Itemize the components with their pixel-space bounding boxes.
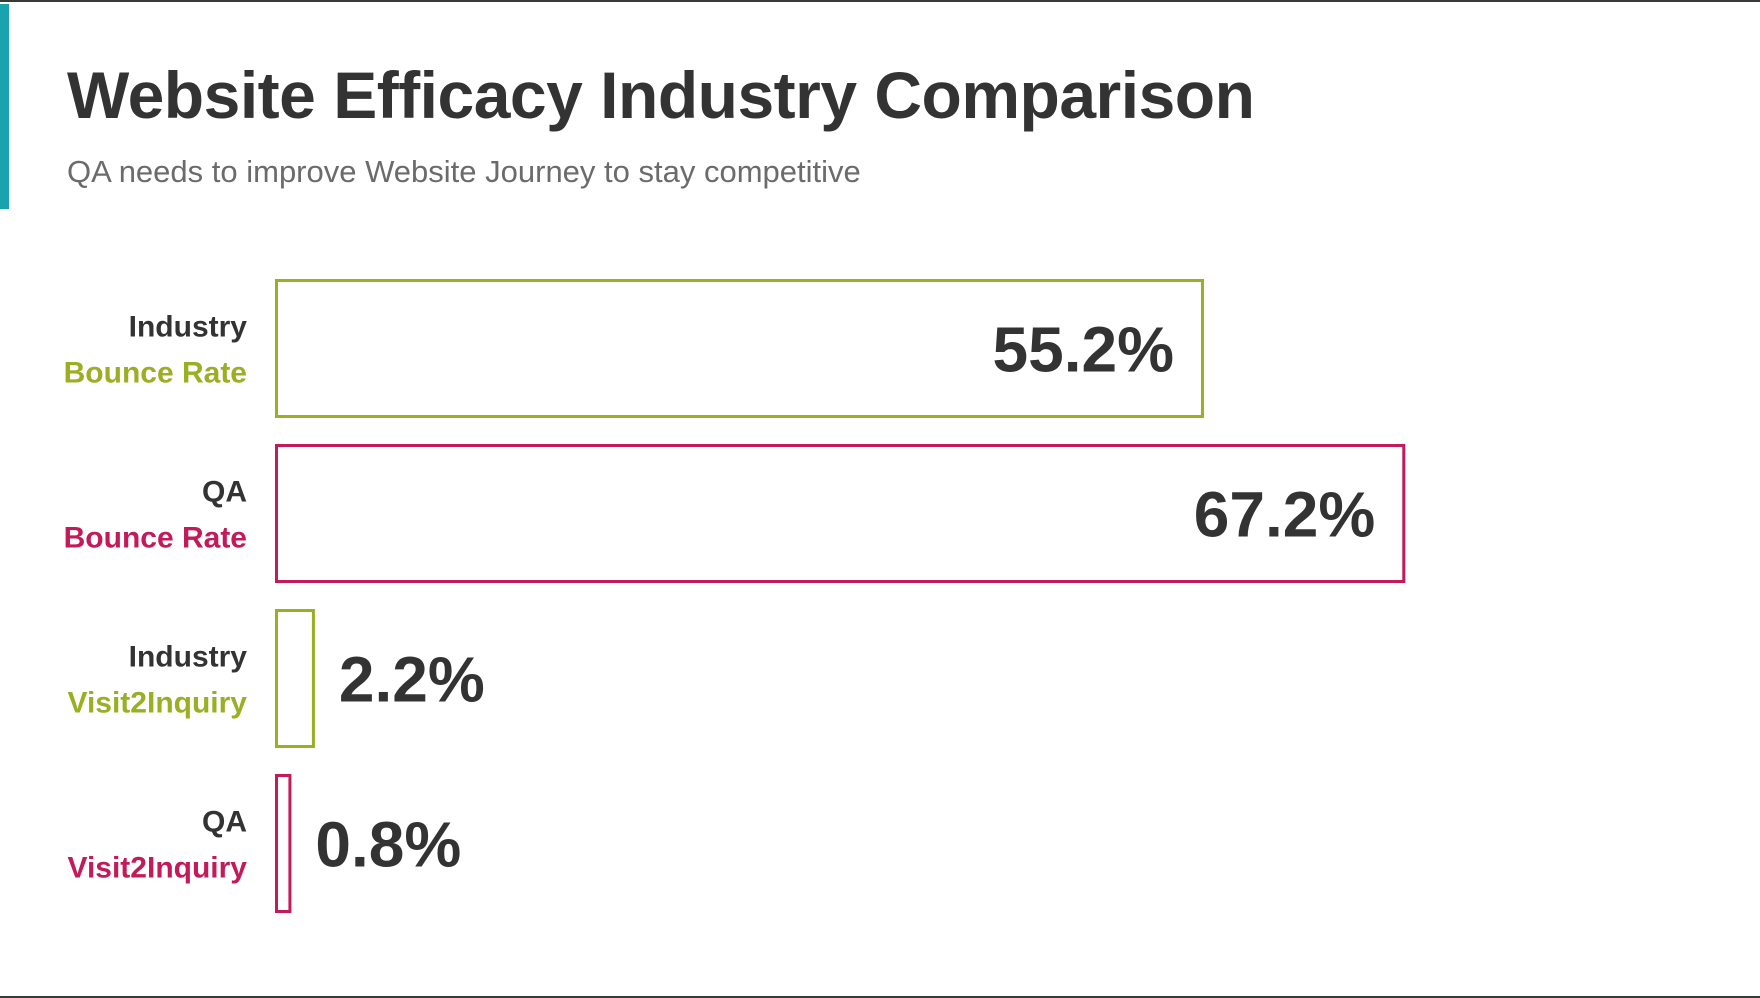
category-label-line1: QA bbox=[202, 806, 247, 839]
category-label-line2: Visit2Inquiry bbox=[67, 852, 247, 885]
accent-bar bbox=[0, 4, 9, 209]
bar-qa-bounce-rate bbox=[275, 444, 1406, 583]
category-label-line1: Industry bbox=[129, 311, 248, 344]
bar-industry-visit2inquiry bbox=[275, 609, 315, 748]
bar-qa-visit2inquiry bbox=[275, 774, 292, 913]
value-label: 55.2% bbox=[993, 314, 1174, 386]
category-label-line2: Visit2Inquiry bbox=[67, 687, 247, 720]
bar-industry-bounce-rate bbox=[275, 279, 1204, 418]
value-label: 2.2% bbox=[339, 644, 485, 716]
value-label: 0.8% bbox=[315, 809, 461, 881]
category-label-line2: Bounce Rate bbox=[64, 522, 247, 555]
category-label-line1: Industry bbox=[129, 641, 248, 674]
category-label-line1: QA bbox=[202, 476, 247, 509]
page-title: Website Efficacy Industry Comparison bbox=[67, 58, 1255, 132]
page-subtitle: QA needs to improve Website Journey to s… bbox=[67, 154, 861, 189]
category-label-line2: Bounce Rate bbox=[64, 357, 247, 390]
value-label: 67.2% bbox=[1194, 479, 1375, 551]
